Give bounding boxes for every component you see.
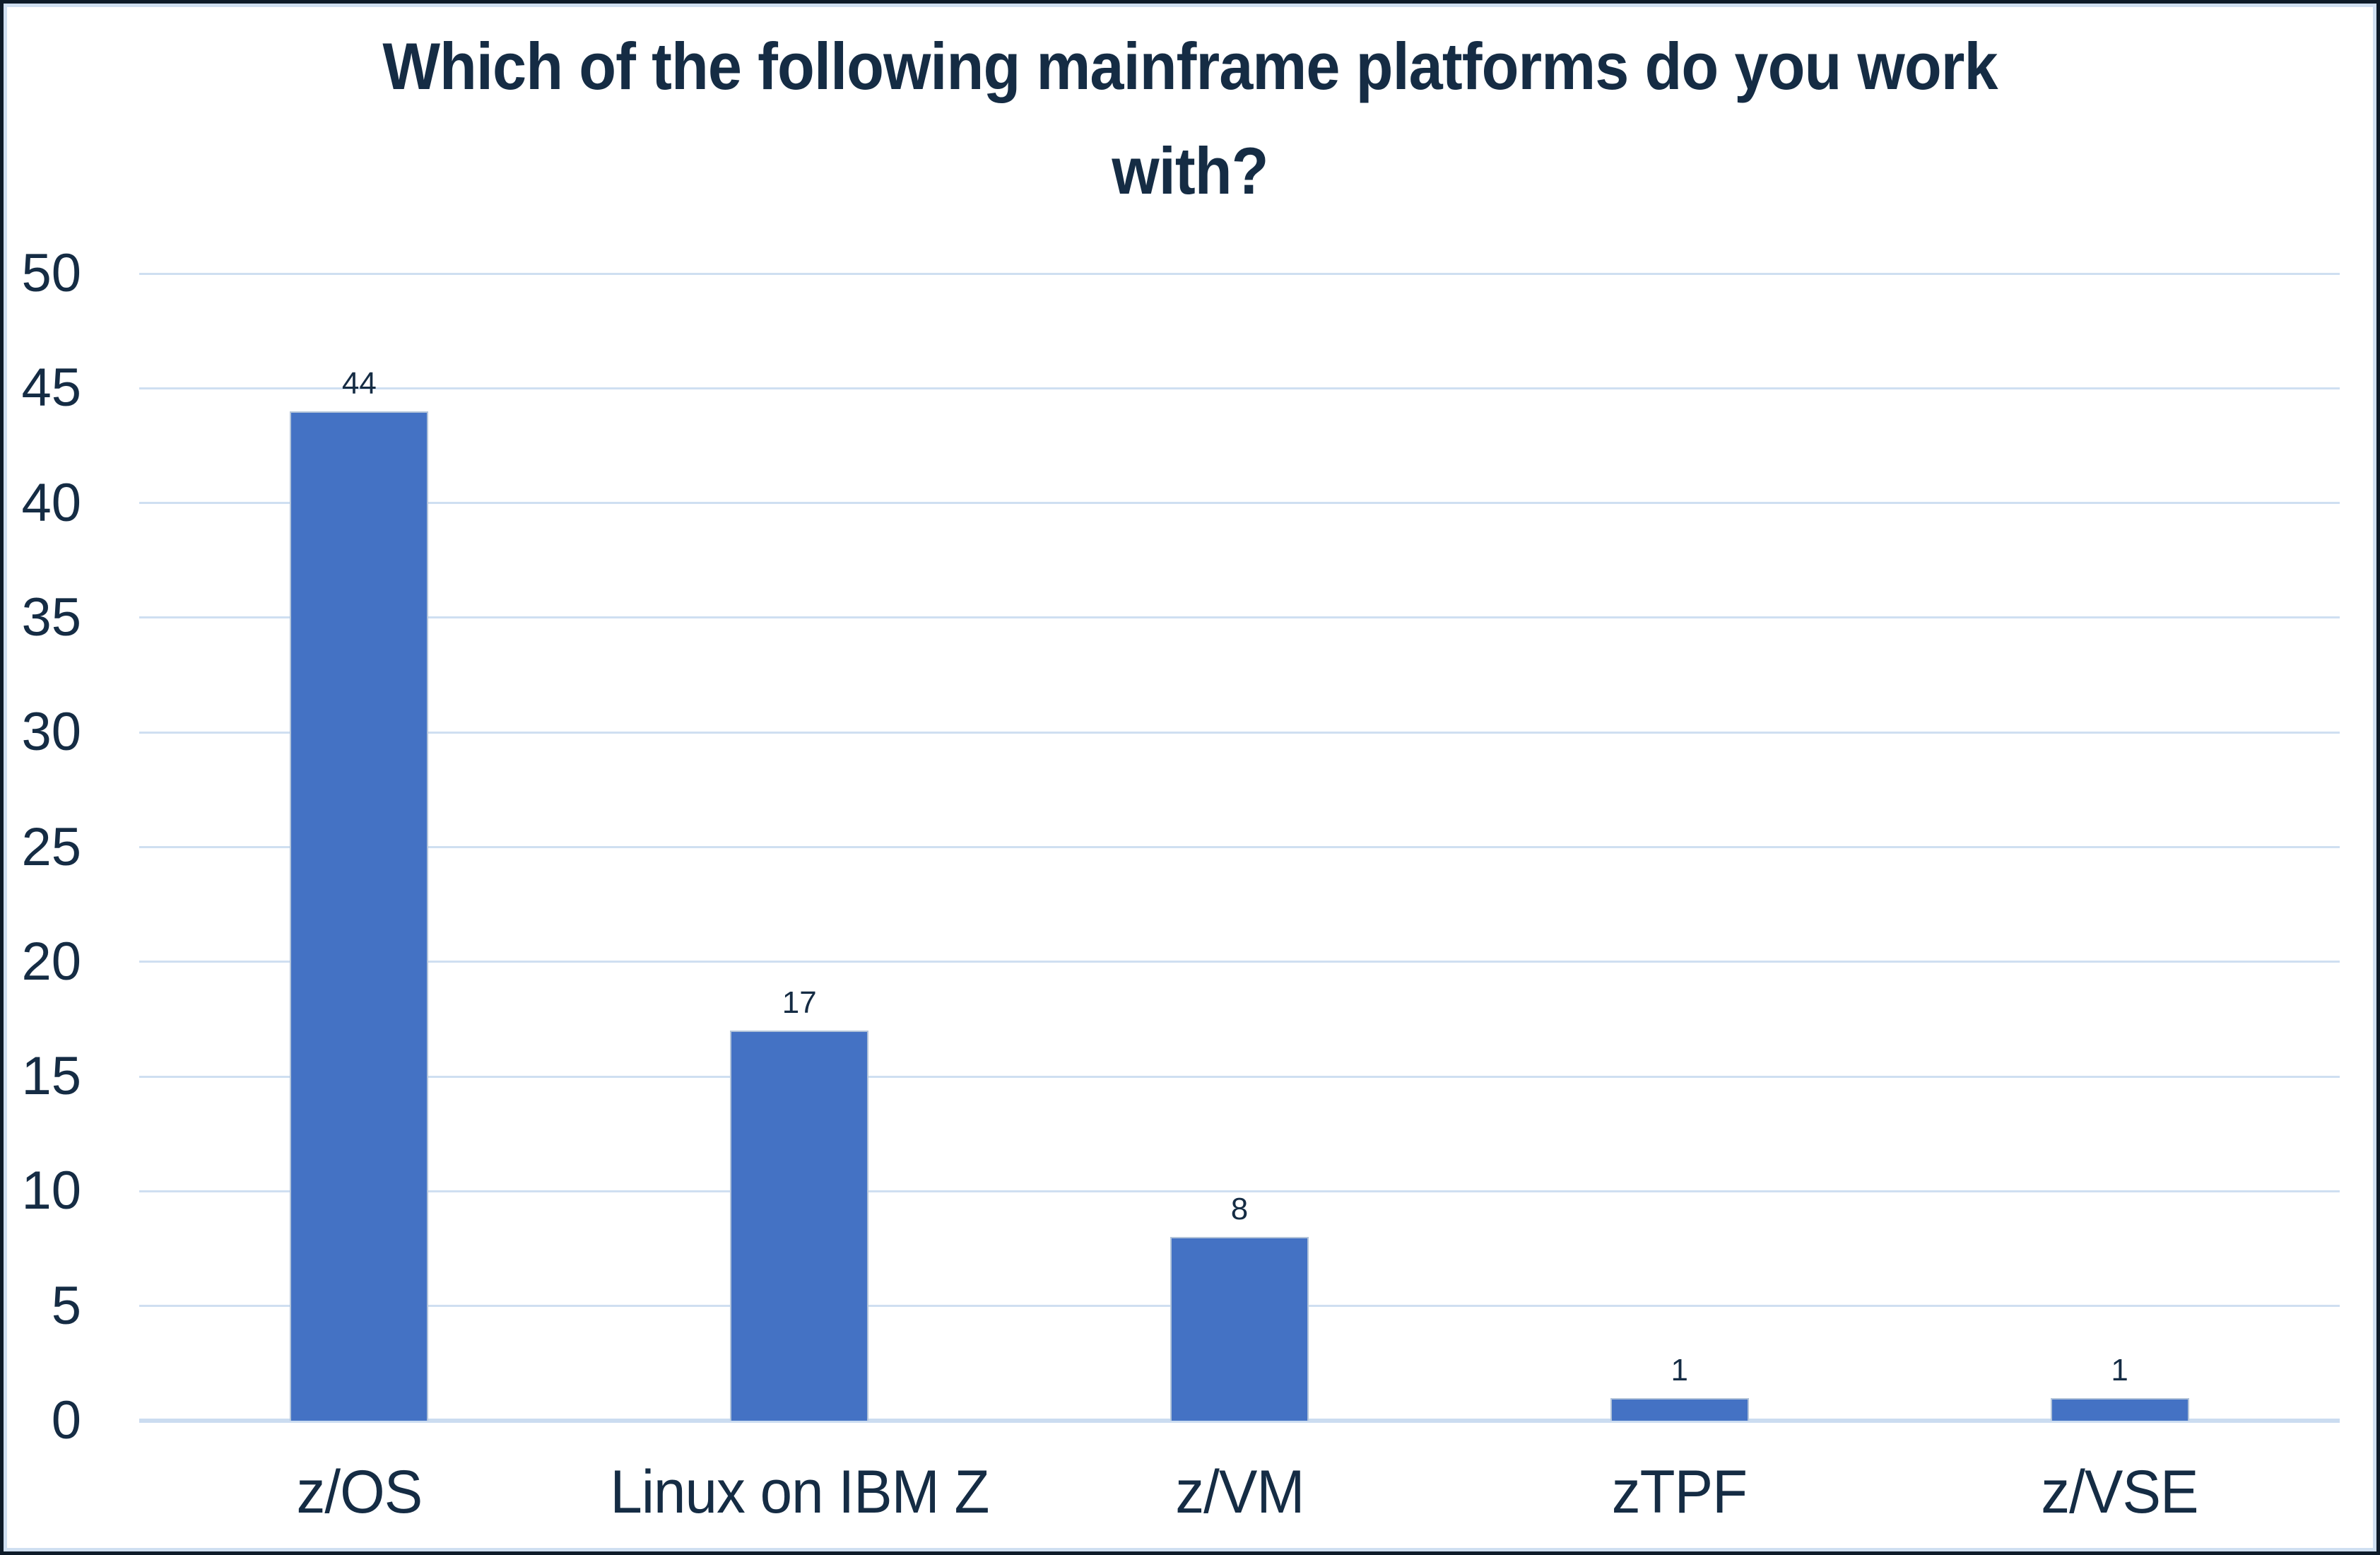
y-tick-label: 35: [21, 587, 81, 647]
y-tick-label: 20: [21, 931, 81, 992]
bar-slot: 1: [1459, 274, 1899, 1421]
bar-z/OS: [290, 411, 429, 1421]
bar-z/VM: [1170, 1237, 1309, 1421]
y-tick-label: 45: [21, 358, 81, 418]
bar-slot: 44: [139, 274, 579, 1421]
gridline: [139, 961, 2340, 963]
bar-value-label: 8: [1230, 1192, 1249, 1227]
gridline: [139, 1075, 2340, 1078]
x-axis-label: zTPF: [1612, 1458, 1748, 1526]
x-axis-label: z/VSE: [2041, 1458, 2198, 1526]
gridline: [139, 846, 2340, 848]
chart-title: Which of the following mainframe platfor…: [382, 29, 1998, 208]
bar-slot: 8: [1020, 274, 1460, 1421]
x-axis: z/OS Linux on IBM Z z/VM zTPF z/VSE: [139, 1446, 2340, 1538]
bar-value-label: 1: [2111, 1352, 2128, 1387]
gridline: [139, 387, 2340, 389]
gridline: [139, 731, 2340, 734]
gridline: [139, 616, 2340, 619]
y-tick-label: 25: [21, 816, 81, 877]
gridline: [139, 272, 2340, 275]
bar-z/VSE: [2050, 1397, 2189, 1421]
plot-area: 44 17 8 1 1: [139, 272, 2340, 1423]
bar-zTPF: [1610, 1397, 1749, 1421]
y-tick-label: 0: [51, 1390, 81, 1450]
bar-value-label: 17: [782, 985, 817, 1021]
x-axis-baseline: [139, 1419, 2340, 1423]
bar-Linux on IBM Z: [730, 1031, 869, 1421]
y-tick-label: 5: [51, 1275, 81, 1336]
y-tick-label: 15: [21, 1046, 81, 1107]
y-tick-label: 10: [21, 1161, 81, 1221]
gridline: [139, 502, 2340, 505]
bar-slot: 17: [579, 274, 1020, 1421]
bar-value-label: 1: [1671, 1352, 1689, 1387]
bar-slot: 1: [1899, 274, 2340, 1421]
y-tick-label: 50: [21, 243, 81, 303]
x-axis-label: z/OS: [296, 1458, 423, 1526]
gridline: [139, 1190, 2340, 1192]
x-axis-label: z/VM: [1174, 1458, 1304, 1526]
y-tick-label: 30: [21, 702, 81, 763]
y-tick-label: 40: [21, 472, 81, 533]
y-axis: 0 5 10 15 20 25 30 35 40 45 50: [0, 243, 81, 1450]
bar-value-label: 44: [341, 365, 377, 401]
x-axis-label: Linux on IBM Z: [610, 1458, 989, 1526]
